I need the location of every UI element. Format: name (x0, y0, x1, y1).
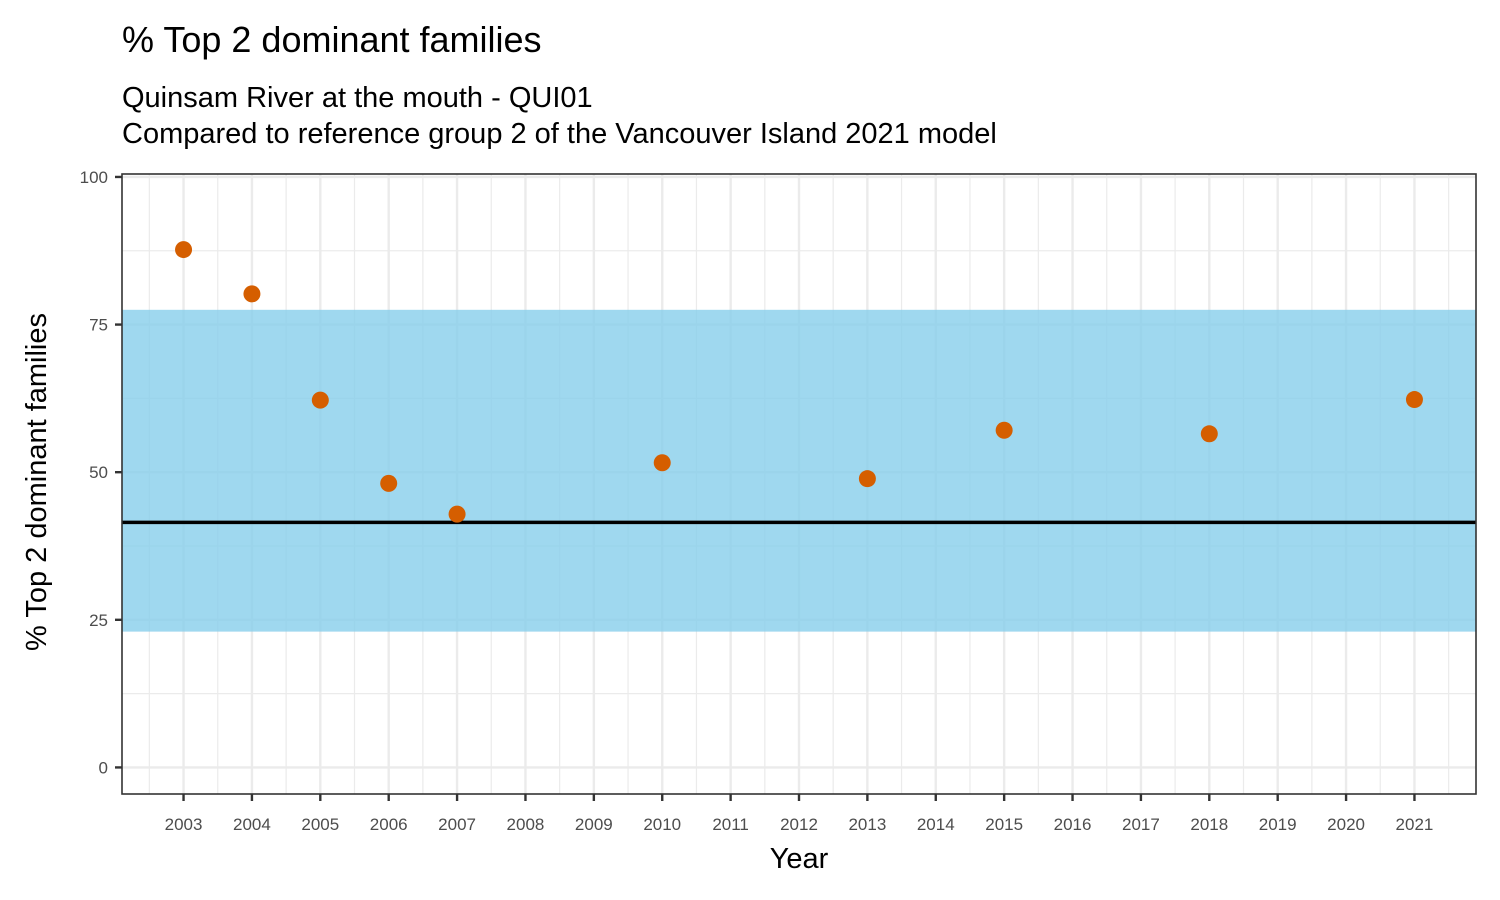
data-point-2015 (995, 421, 1013, 439)
y-axis-title: % Top 2 dominant families (21, 313, 53, 651)
x-tick-label-2020: 2020 (1327, 815, 1365, 834)
data-point-2013 (858, 470, 876, 488)
x-tick-label-2021: 2021 (1396, 815, 1434, 834)
y-tick-label-75: 75 (89, 316, 108, 335)
plot-area: 0 25 50 75 100 2003 2004 2005 2006 2007 2008 2009 20… (80, 168, 1477, 834)
x-tick-label-2015: 2015 (985, 815, 1023, 834)
x-tick-label-2014: 2014 (917, 815, 955, 834)
data-point-2010 (653, 454, 671, 472)
x-tick-label-2003: 2003 (165, 815, 203, 834)
data-point-2007 (448, 505, 466, 523)
data-point-2004 (243, 285, 261, 303)
x-tick-label-2009: 2009 (575, 815, 613, 834)
x-tick-label-2013: 2013 (848, 815, 886, 834)
data-point-2006 (380, 474, 398, 492)
data-point-2005 (311, 391, 329, 409)
x-tick-label-2018: 2018 (1190, 815, 1228, 834)
data-point-2018 (1200, 425, 1218, 443)
chart-subtitle-line-2: Compared to reference group 2 of the Van… (122, 118, 997, 150)
data-point-2021 (1405, 391, 1423, 409)
x-axis-title: Year (770, 843, 829, 875)
chart-title: % Top 2 dominant families (122, 19, 542, 60)
y-tick-label-25: 25 (89, 611, 108, 630)
x-tick-label-2017: 2017 (1122, 815, 1160, 834)
x-tick-label-2004: 2004 (233, 815, 271, 834)
x-tick-label-2007: 2007 (438, 815, 476, 834)
x-tick-label-2008: 2008 (507, 815, 545, 834)
x-tick-label-2005: 2005 (301, 815, 339, 834)
chart-subtitle-line-1: Quinsam River at the mouth - QUI01 (122, 82, 593, 114)
x-tick-label-2012: 2012 (780, 815, 818, 834)
x-tick-label-2016: 2016 (1054, 815, 1092, 834)
reference-band (122, 309, 1476, 632)
y-tick-label-0: 0 (99, 758, 108, 777)
data-point-2003 (175, 241, 193, 259)
x-tick-label-2011: 2011 (712, 815, 749, 834)
x-tick-label-2019: 2019 (1259, 815, 1297, 834)
y-tick-label-100: 100 (80, 168, 108, 187)
x-tick-label-2006: 2006 (370, 815, 408, 834)
x-tick-label-2010: 2010 (643, 815, 681, 834)
y-tick-label-50: 50 (89, 463, 108, 482)
